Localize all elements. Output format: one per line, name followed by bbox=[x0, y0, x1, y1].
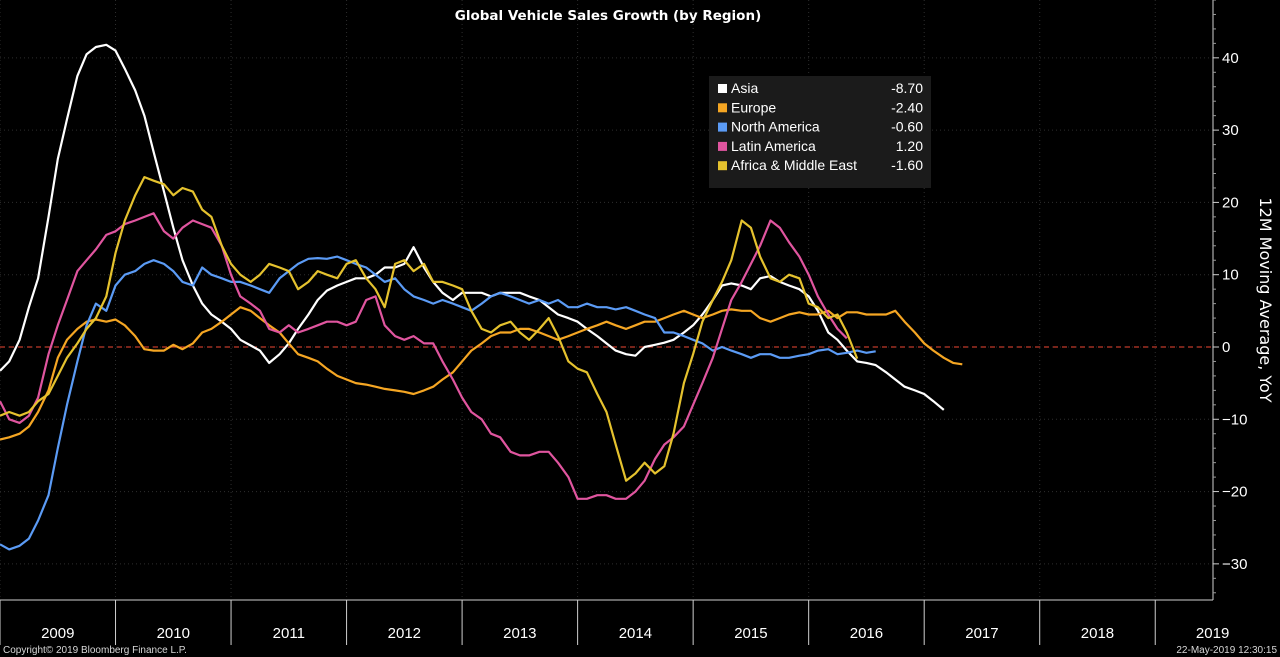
x-tick-label: 2015 bbox=[734, 625, 767, 642]
y-tick-label: 40 bbox=[1222, 50, 1239, 67]
x-tick-label: 2013 bbox=[503, 625, 536, 642]
legend-label: Africa & Middle East bbox=[731, 157, 857, 173]
x-tick-label: 2011 bbox=[273, 625, 305, 642]
timestamp-text: 22-May-2019 12:30:15 bbox=[1176, 645, 1277, 656]
y-tick-label: 30 bbox=[1222, 122, 1239, 139]
x-tick-label: 2009 bbox=[41, 625, 74, 642]
legend-value: 1.20 bbox=[896, 138, 923, 154]
series-line-latin-america bbox=[0, 212, 848, 500]
legend-swatch bbox=[718, 103, 727, 113]
legend-label: Europe bbox=[731, 99, 776, 115]
x-tick-label: 2014 bbox=[619, 625, 652, 642]
x-axis: 2009 2010 2011 2012 2013 2014 2015 2016 2017 2018… bbox=[0, 599, 1229, 645]
series-lines bbox=[0, 43, 963, 551]
legend-value: -0.60 bbox=[891, 119, 923, 135]
y-axis-label: 12M Moving Average, YoY bbox=[1256, 197, 1275, 402]
y-axis: −30 −20 −10 0 10 20 30 40 bbox=[1212, 0, 1247, 600]
y-tick-label: −30 bbox=[1222, 556, 1247, 573]
legend-value: -8.70 bbox=[891, 80, 923, 96]
y-tick-label: −10 bbox=[1222, 411, 1247, 428]
copyright-text: Copyright© 2019 Bloomberg Finance L.P. bbox=[3, 645, 187, 656]
x-tick-label: 2017 bbox=[965, 625, 998, 642]
y-tick-label: 20 bbox=[1222, 194, 1239, 211]
series-line-europe bbox=[0, 306, 963, 441]
legend-swatch bbox=[718, 122, 727, 132]
chart-title: Global Vehicle Sales Growth (by Region) bbox=[455, 8, 762, 24]
y-tick-label: 0 bbox=[1222, 339, 1230, 356]
y-tick-label: 10 bbox=[1222, 267, 1239, 284]
x-tick-label: 2010 bbox=[157, 625, 190, 642]
series-line-asia bbox=[0, 43, 945, 411]
legend-label: Latin America bbox=[731, 138, 816, 154]
legend-swatch bbox=[718, 161, 727, 171]
legend-box bbox=[709, 76, 931, 188]
series-line-africa-middle-east bbox=[0, 176, 859, 482]
y-tick-label: −20 bbox=[1222, 484, 1247, 501]
legend-value: -1.60 bbox=[891, 157, 923, 173]
x-tick-label: 2019 bbox=[1196, 625, 1229, 642]
x-tick-label: 2012 bbox=[388, 625, 421, 642]
series-line-north-america bbox=[0, 255, 876, 551]
legend-label: Asia bbox=[731, 80, 758, 96]
legend-swatch bbox=[718, 84, 727, 93]
legend-swatch bbox=[718, 141, 727, 151]
x-tick-label: 2018 bbox=[1081, 625, 1114, 642]
legend-value: -2.40 bbox=[891, 99, 923, 115]
legend: Asia -8.70 Europe -2.40 North America -0.60 La… bbox=[709, 76, 931, 188]
legend-label: North America bbox=[731, 119, 820, 135]
x-tick-label: 2016 bbox=[850, 625, 883, 642]
